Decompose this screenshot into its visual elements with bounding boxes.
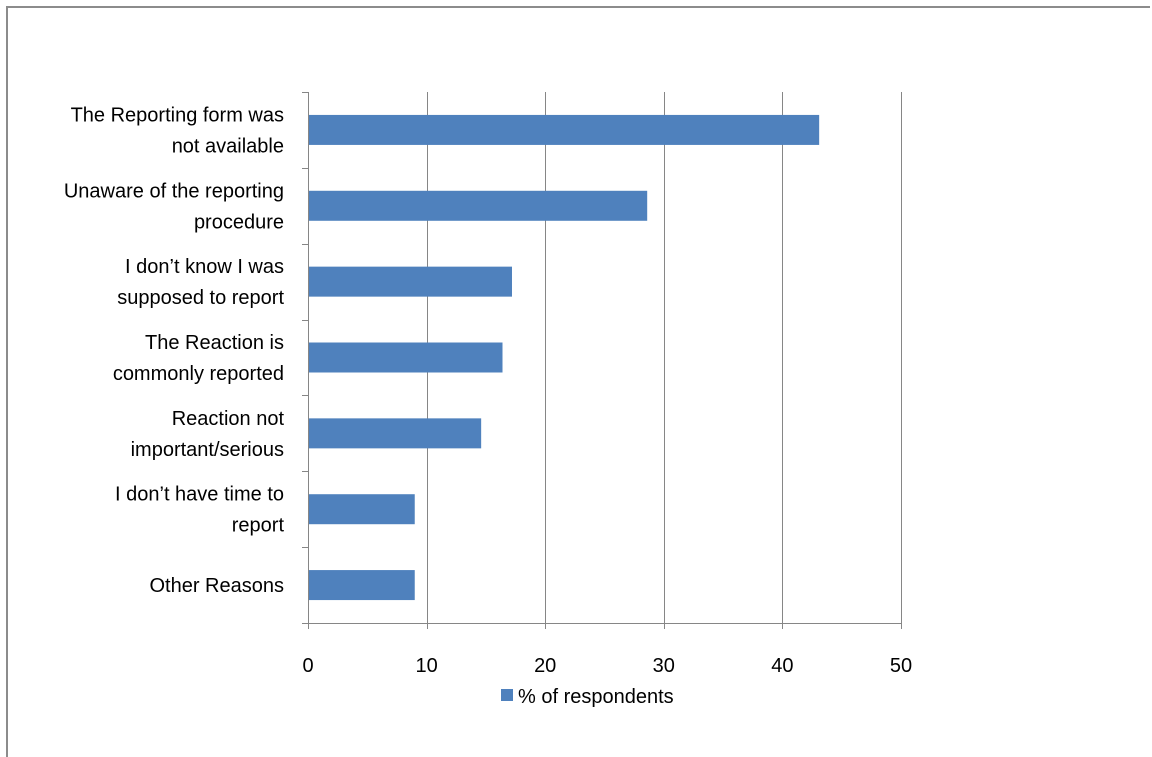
category-labels: The Reporting form was not available Unawa… (64, 104, 285, 597)
category-label: The Reporting form was not available (71, 104, 284, 157)
legend: % of respondents (501, 686, 674, 708)
bar (309, 342, 503, 373)
category-label-line: supposed to report (117, 287, 284, 309)
category-label-line: I don’t have time to (115, 484, 284, 506)
category-label-line: important/serious (131, 439, 284, 461)
category-label-line: procedure (194, 211, 284, 233)
category-label-line: Other Reasons (149, 575, 284, 597)
x-tick-label: 40 (771, 655, 793, 677)
category-label: I don’t have time to report (115, 484, 284, 537)
category-label: Reaction not important/serious (131, 408, 285, 461)
category-label: Other Reasons (149, 575, 284, 597)
axes (302, 92, 902, 629)
bars (309, 114, 820, 601)
x-tick-label: 30 (653, 655, 675, 677)
category-label-line: Unaware of the reporting (64, 180, 284, 202)
x-tick-label: 10 (415, 655, 437, 677)
category-label: The Reaction is commonly reported (113, 332, 284, 385)
bar (309, 418, 482, 449)
category-label-line: commonly reported (113, 363, 284, 385)
category-label-line: Reaction not (172, 408, 285, 430)
legend-label: % of respondents (518, 686, 674, 708)
bar (309, 190, 648, 221)
tick-labels: 0 10 20 30 40 50 (302, 655, 912, 677)
category-label-line: report (232, 515, 285, 537)
category-label-line: I don’t know I was (125, 256, 284, 278)
bar (309, 266, 512, 297)
x-tick-label: 20 (534, 655, 556, 677)
bar (309, 570, 415, 601)
category-label-line: not available (172, 135, 284, 157)
legend-swatch (501, 689, 513, 701)
category-label-line: The Reporting form was (71, 104, 284, 126)
bar (309, 114, 820, 145)
category-label: Unaware of the reporting procedure (64, 180, 284, 233)
category-label: I don’t know I was supposed to report (117, 256, 284, 309)
bar (309, 494, 415, 525)
category-label-line: The Reaction is (145, 332, 284, 354)
x-tick-label: 50 (890, 655, 912, 677)
x-tick-label: 0 (302, 655, 313, 677)
